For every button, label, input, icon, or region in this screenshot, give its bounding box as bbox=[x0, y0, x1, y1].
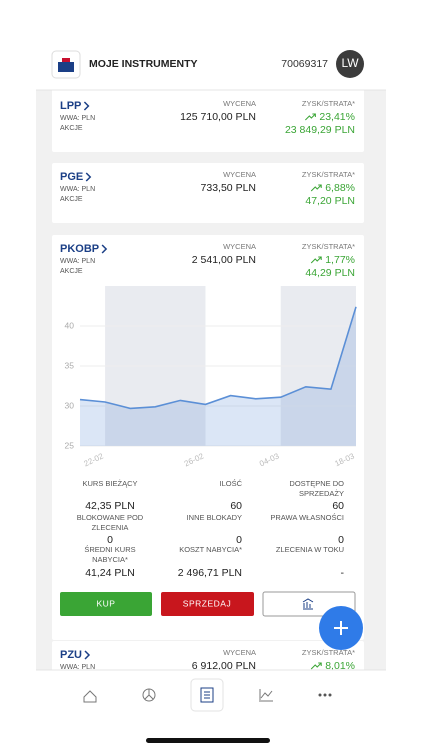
profit-value: 47,20 PLN bbox=[305, 195, 355, 207]
profit-percent: 23,41% bbox=[319, 111, 355, 123]
nav-portfolio-icon bbox=[144, 689, 154, 700]
nav-home[interactable] bbox=[83, 690, 97, 703]
fab[interactable] bbox=[319, 606, 363, 650]
trend-icon bbox=[310, 184, 322, 192]
stat-value: 42,35 PLN bbox=[85, 500, 135, 512]
stat-label: ILOŚĆ bbox=[219, 479, 242, 488]
stat-value: 0 bbox=[107, 534, 113, 546]
header: MOJE INSTRUMENTY 70069317 LW bbox=[36, 40, 386, 91]
asset-type: AKCJE bbox=[60, 268, 83, 275]
stat-label: KURS BIEŻĄCY bbox=[82, 479, 137, 488]
buy-label: KUP bbox=[97, 598, 116, 608]
nav-more bbox=[328, 693, 332, 697]
instrument-card: LPP WWA: PLN AKCJE WYCENA 125 710,00 PLN ZYSK… bbox=[52, 80, 364, 152]
currency: WWA: PLN bbox=[60, 258, 95, 265]
chevron bbox=[85, 172, 92, 182]
stat-value: 0 bbox=[236, 534, 242, 546]
details-icon bbox=[302, 598, 314, 610]
profit-label: ZYSK/STRATA* bbox=[302, 170, 355, 179]
header-title: MOJE INSTRUMENTY bbox=[89, 58, 198, 70]
valuation: 125 710,00 PLN bbox=[180, 111, 256, 123]
instrument-name[interactable]: PZU bbox=[60, 649, 82, 661]
valuation: 2 541,00 PLN bbox=[192, 254, 256, 266]
stat-value: - bbox=[341, 567, 345, 579]
instrument-name[interactable]: PGE bbox=[60, 171, 83, 183]
chevron bbox=[101, 244, 108, 254]
profit-percent: 1,77% bbox=[325, 254, 355, 266]
header-bar bbox=[36, 40, 386, 90]
stat-value: 2 496,71 PLN bbox=[178, 567, 242, 579]
instrument-name[interactable]: LPP bbox=[60, 100, 81, 112]
currency: WWA: PLN bbox=[60, 664, 95, 671]
area bbox=[80, 306, 356, 446]
logo-mark bbox=[58, 62, 74, 72]
stat-label: SPRZEDAŻY bbox=[299, 489, 344, 498]
valuation-label: WYCENA bbox=[223, 99, 256, 108]
valuation-label: WYCENA bbox=[223, 170, 256, 179]
chevron bbox=[83, 101, 90, 111]
stat-value: 0 bbox=[338, 534, 344, 546]
profit-value: 23 849,29 PLN bbox=[285, 124, 355, 136]
valuation-label: WYCENA bbox=[223, 648, 256, 657]
stat-label: BLOKOWANE POD bbox=[77, 513, 144, 522]
card bbox=[52, 80, 364, 152]
valuation: 6 912,00 PLN bbox=[192, 660, 256, 672]
sell-label: SPRZEDAJ bbox=[183, 598, 231, 608]
nav-charts[interactable] bbox=[259, 689, 273, 702]
profit-value: 44,29 PLN bbox=[305, 267, 355, 279]
bottom-nav bbox=[36, 669, 386, 722]
trend-icon bbox=[310, 256, 322, 264]
line bbox=[79, 306, 357, 410]
avatar-initials: LW bbox=[341, 56, 359, 70]
y-tick-label: 40 bbox=[65, 320, 75, 330]
buy-button[interactable] bbox=[60, 592, 152, 616]
stat-value: 41,24 PLN bbox=[85, 567, 135, 579]
logo-mark bbox=[62, 58, 70, 62]
stat-label: NABYCIA* bbox=[92, 555, 128, 564]
trend-icon bbox=[310, 662, 322, 670]
nav-more[interactable] bbox=[318, 693, 322, 697]
valuation: 733,50 PLN bbox=[201, 182, 256, 194]
profit-percent: 6,88% bbox=[325, 182, 355, 194]
profit-label: ZYSK/STRATA* bbox=[302, 242, 355, 251]
nav-instruments bbox=[200, 687, 214, 703]
card bbox=[52, 163, 364, 223]
stat-label: DOSTĘPNE DO bbox=[289, 479, 344, 488]
stat-label: ZLECENIA W TOKU bbox=[276, 545, 344, 554]
add-icon bbox=[334, 621, 348, 635]
instrument-card: PGE WWA: PLN AKCJE WYCENA 733,50 PLN ZYSK/STR… bbox=[52, 163, 364, 223]
y-tick-label: 25 bbox=[65, 440, 75, 450]
asset-type: AKCJE bbox=[60, 125, 83, 132]
profit-label: ZYSK/STRATA* bbox=[302, 99, 355, 108]
cards: LPP WWA: PLN AKCJE WYCENA 125 710,00 PLN ZYSK… bbox=[52, 80, 364, 701]
instrument-card: PKOBP WWA: PLN AKCJE WYCENA 2 541,00 PLN ZYSK… bbox=[52, 235, 364, 640]
avatar[interactable] bbox=[336, 50, 364, 78]
stat-label: ŚREDNI KURS bbox=[84, 545, 135, 554]
currency: WWA: PLN bbox=[60, 186, 95, 193]
nav-more bbox=[323, 693, 327, 697]
account-number: 70069317 bbox=[281, 58, 328, 70]
stat-label: INNE BLOKADY bbox=[187, 513, 242, 522]
instrument-name[interactable]: PKOBP bbox=[60, 243, 99, 255]
y-tick-label: 35 bbox=[65, 360, 75, 370]
valuation-label: WYCENA bbox=[223, 242, 256, 251]
asset-type: AKCJE bbox=[60, 196, 83, 203]
profit-label: ZYSK/STRATA* bbox=[302, 648, 355, 657]
stat-label: PRAWA WŁASNOŚCI bbox=[270, 513, 344, 522]
profit-percent: 8,01% bbox=[325, 660, 355, 672]
stat-label: KOSZT NABYCIA* bbox=[179, 545, 242, 554]
trend-icon bbox=[305, 113, 316, 121]
stat-label: ZLECENIA bbox=[92, 523, 129, 532]
sell-button[interactable] bbox=[161, 592, 254, 616]
home-indicator bbox=[146, 738, 270, 743]
currency: WWA: PLN bbox=[60, 115, 95, 122]
stat-value: 60 bbox=[332, 500, 344, 512]
y-tick-label: 30 bbox=[65, 400, 75, 410]
stat-value: 60 bbox=[230, 500, 242, 512]
chevron bbox=[84, 650, 91, 660]
